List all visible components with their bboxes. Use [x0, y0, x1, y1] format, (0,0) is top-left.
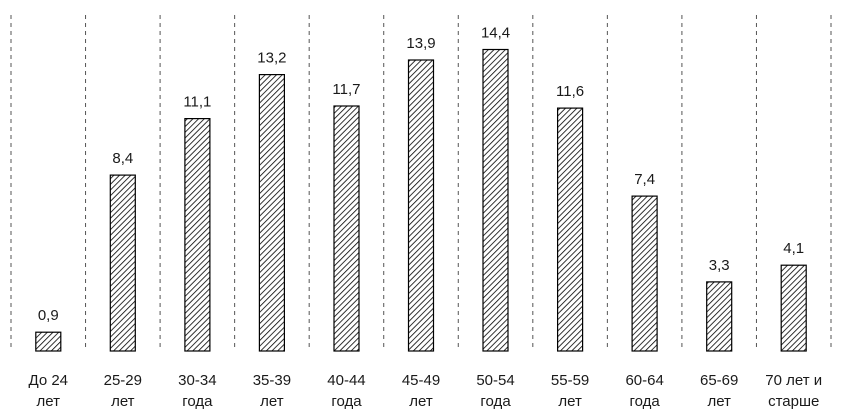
- category-label-6-line-0: 50-54: [476, 372, 514, 389]
- category-label-8-line-0: 60-64: [625, 372, 663, 389]
- value-labels-group: 0,9 8,4 11,1 13,2 11,7 13,9 14,4 11,6 7,4 3,3 4,1: [38, 25, 804, 325]
- category-label-3-line-0: 35-39: [253, 372, 291, 389]
- value-label-9: 3,3: [709, 257, 730, 274]
- category-label-10-line-1: старше: [768, 393, 819, 410]
- bar-9: [706, 281, 733, 352]
- category-label-9-line-1: лет: [707, 393, 731, 410]
- value-label-10: 4,1: [783, 240, 804, 257]
- category-label-7-line-0: 55-59: [551, 372, 589, 389]
- value-label-6: 14,4: [481, 25, 510, 42]
- value-label-0: 0,9: [38, 307, 59, 324]
- value-label-2: 11,1: [183, 94, 211, 111]
- value-label-4: 11,7: [332, 81, 360, 98]
- category-label-4-line-1: года: [331, 393, 362, 410]
- bar-6: [482, 48, 509, 352]
- value-label-7: 11,6: [556, 83, 584, 100]
- category-label-0-line-1: лет: [37, 393, 61, 410]
- category-label-10-line-0: 70 лет и: [765, 372, 822, 389]
- value-label-3: 13,2: [257, 50, 286, 67]
- category-label-4-line-0: 40-44: [327, 372, 365, 389]
- category-label-0-line-0: До 24: [29, 372, 69, 389]
- bar-5: [407, 59, 435, 352]
- category-separators: [10, 15, 832, 351]
- category-label-5-line-1: лет: [409, 393, 433, 410]
- value-label-8: 7,4: [634, 171, 655, 188]
- category-label-8-line-1: года: [630, 393, 661, 410]
- category-label-7-line-1: лет: [558, 393, 582, 410]
- value-label-1: 8,4: [112, 150, 133, 167]
- category-label-1-line-1: лет: [111, 393, 135, 410]
- bar-8: [631, 195, 658, 352]
- bar-10: [780, 264, 807, 352]
- value-label-5: 13,9: [406, 35, 435, 52]
- bar-2: [184, 117, 211, 352]
- bar-3: [258, 73, 285, 352]
- category-label-5-line-0: 45-49: [402, 372, 440, 389]
- category-label-9-line-0: 65-69: [700, 372, 738, 389]
- category-label-6-line-1: года: [480, 393, 511, 410]
- category-label-1-line-0: 25-29: [104, 372, 142, 389]
- bar-0: [35, 331, 62, 352]
- bars-group: [35, 48, 807, 352]
- bar-7: [556, 107, 584, 352]
- category-labels-group: До 24 лет 25-29 лет 30-34 года 35-39 лет 40-44 го…: [29, 372, 823, 410]
- category-label-2-line-0: 30-34: [178, 372, 216, 389]
- bar-1: [109, 174, 136, 352]
- bar-4: [333, 105, 360, 352]
- category-label-2-line-1: года: [182, 393, 213, 410]
- category-label-3-line-1: лет: [260, 393, 284, 410]
